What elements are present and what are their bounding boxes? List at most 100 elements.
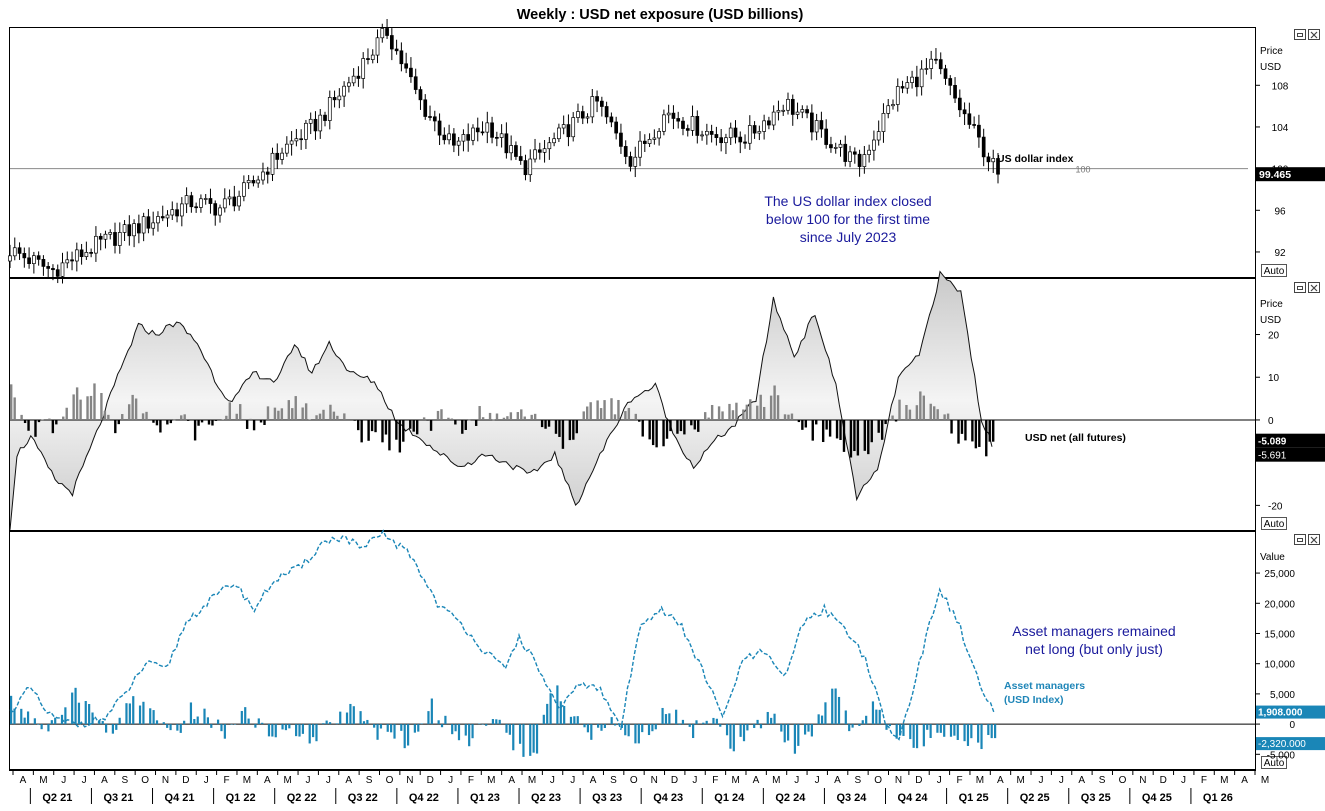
asset-managers-panel-restore-button[interactable] xyxy=(1295,535,1306,545)
candle-body xyxy=(156,217,159,223)
asset-managers-bar xyxy=(611,717,613,724)
candle-body xyxy=(137,224,140,233)
asset-managers-bar xyxy=(78,703,80,724)
candle-body xyxy=(954,85,957,98)
asset-managers-bar xyxy=(811,724,813,736)
usd-net-bar xyxy=(319,414,321,420)
candle xyxy=(209,189,212,214)
candle-body xyxy=(324,115,327,120)
asset-managers-bar xyxy=(689,724,691,727)
usd-net-bar xyxy=(666,420,668,439)
last-value-label: 99.465 xyxy=(1259,169,1291,181)
month-tick-label: N xyxy=(651,775,658,786)
usd-net-bar xyxy=(864,420,866,451)
usd-net-bar xyxy=(426,420,428,421)
usd-net-bar xyxy=(562,420,564,449)
usd-net-bar xyxy=(635,414,637,420)
asset-managers-bar xyxy=(787,724,789,740)
candle-body xyxy=(572,118,575,137)
asset-managers-bar xyxy=(957,724,959,740)
usd-net-bar xyxy=(55,420,57,424)
usd-net-bar xyxy=(291,408,293,420)
usd-net-bar xyxy=(10,384,12,420)
asset-managers-bar xyxy=(838,697,840,724)
asset-managers-bar xyxy=(13,709,15,725)
candle xyxy=(343,81,346,107)
asset-managers-bar xyxy=(41,724,43,729)
price-panel-restore-button[interactable] xyxy=(1295,30,1306,40)
usd-net-bar xyxy=(222,419,224,420)
usd-net-bar xyxy=(732,410,734,420)
candle xyxy=(457,137,460,156)
asset-managers-bar xyxy=(522,724,524,757)
candle-body xyxy=(868,150,871,154)
asset-managers-bar xyxy=(271,724,273,736)
candle xyxy=(28,247,31,268)
usd-net-bar xyxy=(288,400,290,420)
usd-net-bar xyxy=(586,406,588,419)
asset-managers-bar xyxy=(824,702,826,724)
candle xyxy=(99,233,102,250)
usd-net-bar xyxy=(399,420,401,453)
asset-managers-bar xyxy=(326,721,328,725)
candle xyxy=(285,136,288,157)
candle-body xyxy=(548,143,551,149)
asset-managers-bar xyxy=(359,711,361,724)
usd-net-bar xyxy=(79,400,81,420)
candle-body xyxy=(161,217,164,218)
candle xyxy=(23,248,26,268)
us-dollar-index-label: US dollar index xyxy=(997,153,1074,165)
candle xyxy=(858,150,861,177)
candle-body xyxy=(720,138,723,143)
asset-managers-bar xyxy=(977,724,979,743)
candle xyxy=(133,219,136,247)
candle xyxy=(643,134,646,152)
asset-managers-bar xyxy=(302,724,304,734)
candle-body xyxy=(42,259,45,266)
month-tick-label: J xyxy=(1181,775,1186,786)
candle-body xyxy=(395,49,398,51)
usd-net-bar xyxy=(628,408,630,420)
candle-body xyxy=(963,110,966,114)
candle-body xyxy=(123,225,126,233)
asset-managers-bar xyxy=(298,724,300,736)
quarter-label: Q2 23 xyxy=(531,792,561,804)
candle-body xyxy=(734,128,737,137)
candle xyxy=(763,115,766,140)
candle xyxy=(920,60,923,95)
usd-net-bar xyxy=(676,420,678,434)
candle-body xyxy=(715,134,718,137)
candle-body xyxy=(190,196,193,207)
month-tick-label: J xyxy=(1059,775,1064,786)
candle-body xyxy=(343,86,346,96)
asset-managers-bar xyxy=(678,724,680,725)
usd-net-bar xyxy=(596,400,598,420)
candle xyxy=(324,112,327,127)
usd-net-bar xyxy=(971,420,973,441)
asset-managers-bar xyxy=(550,693,552,724)
month-tick-label: S xyxy=(121,775,128,786)
candle-body xyxy=(939,60,942,69)
candle-body xyxy=(519,156,522,160)
candle-body xyxy=(228,197,231,199)
candle xyxy=(806,105,809,118)
asset-managers-bar xyxy=(726,724,728,735)
month-tick-label: J xyxy=(570,775,575,786)
asset-managers-bar xyxy=(655,724,657,729)
candle-body xyxy=(352,76,355,83)
asset-managers-bar xyxy=(166,724,168,728)
asset-managers-bar xyxy=(943,724,945,737)
asset-managers-bar xyxy=(485,724,487,726)
usd-net-bar xyxy=(801,420,803,430)
asset-managers-bar xyxy=(339,712,341,724)
asset-managers-last-label-2: -2,320.000 xyxy=(1258,739,1306,750)
candle-body xyxy=(911,77,914,82)
candle xyxy=(691,106,694,136)
price-auto-scale-button[interactable]: Auto xyxy=(1262,265,1287,278)
asset-managers-last-label-1: 1,908.000 xyxy=(1258,708,1303,719)
usd-net-panel-restore-button[interactable] xyxy=(1295,283,1306,293)
usd-net-auto-scale-button[interactable]: Auto xyxy=(1262,518,1287,531)
usd-net-bar xyxy=(86,396,88,420)
usd-net-bar xyxy=(839,420,841,440)
